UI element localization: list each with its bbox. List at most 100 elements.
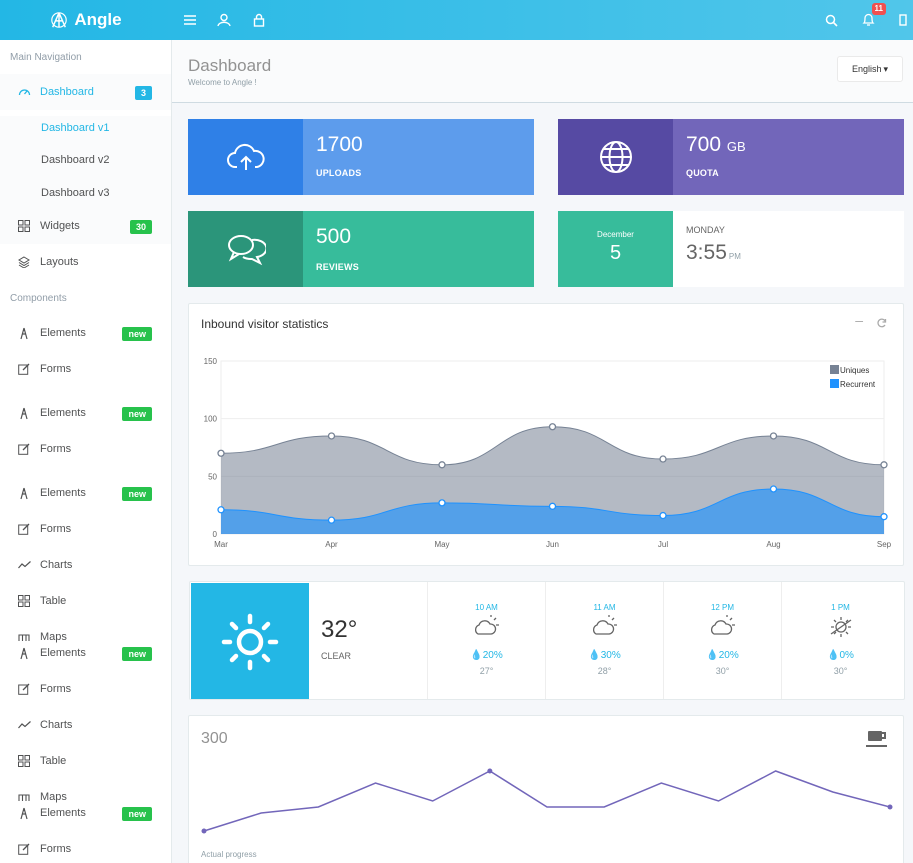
notifications-button[interactable]: 11 [858, 3, 886, 30]
search-icon[interactable] [821, 10, 841, 30]
data-point[interactable] [327, 432, 336, 440]
sidebar-item-table[interactable]: Table [0, 743, 171, 779]
pencil-compass-icon [17, 806, 31, 820]
language-label: English [851, 64, 882, 74]
main-content: Dashboard Welcome to Angle ! English ▾ 1… [172, 40, 913, 863]
sidebar-item-maps[interactable]: Maps [0, 779, 171, 815]
forecast-hour: 11 AM 💧30% 28° [545, 582, 663, 699]
y-tick-label: 50 [208, 472, 217, 481]
data-point[interactable] [438, 461, 446, 469]
lock-icon[interactable] [249, 10, 269, 30]
sidebar-item-label: Forms [40, 443, 72, 455]
sidebar-item-label: Table [40, 595, 67, 607]
sidebar-item-forms[interactable]: Forms [0, 831, 171, 863]
sidebar-item-layouts[interactable]: Layouts [0, 244, 171, 280]
uploads-value: 1700 [316, 133, 363, 156]
sidebar-item-charts[interactable]: Charts [0, 707, 171, 743]
sidebar-item-label: Maps [40, 791, 67, 803]
sidebar-item-label: Elements [40, 647, 86, 659]
sidebar-subitem-dashboard-v3[interactable]: Dashboard v3 [41, 187, 110, 199]
data-point[interactable] [769, 432, 778, 440]
forecast-temp: 30° [715, 666, 730, 676]
data-point[interactable] [217, 506, 225, 514]
sidebar-subitem-dashboard-v2[interactable]: Dashboard v2 [41, 154, 110, 166]
pencil-compass-icon [17, 326, 31, 340]
sidebar-item-label: Maps [40, 631, 67, 643]
series-area-recurrent [221, 489, 884, 534]
data-point[interactable] [217, 449, 225, 457]
sidebar-item-label: Elements [40, 487, 86, 499]
pencil-compass-icon [17, 646, 31, 660]
data-point[interactable] [327, 516, 336, 524]
offsidebar-toggle-icon[interactable] [893, 10, 913, 30]
data-point[interactable] [880, 461, 888, 469]
data-point[interactable] [769, 485, 778, 493]
uploads-label: UPLOADS [316, 168, 362, 178]
sidebar-item-label: Widgets [40, 220, 80, 232]
x-tick-label: Apr [325, 540, 338, 549]
pencil-compass-icon [17, 406, 31, 420]
sidebar-item-label: Charts [40, 719, 73, 731]
new-badge: new [122, 807, 152, 821]
x-tick-label: Jun [546, 540, 559, 549]
sidebar-item-table[interactable]: Table [0, 583, 171, 619]
sidebar-item-elements[interactable]: Elements new [0, 315, 171, 351]
sidebar-item-maps[interactable]: Maps [0, 619, 171, 655]
chart-title: Inbound visitor statistics [201, 317, 329, 331]
rain-chance: 20% [482, 650, 503, 661]
progress-point [487, 768, 493, 774]
data-point[interactable] [659, 455, 667, 463]
data-point[interactable] [438, 499, 446, 507]
partly-cloudy-icon [709, 614, 737, 640]
clock-time: 3:55 [686, 241, 727, 264]
weather-panel: 32° CLEAR 10 AM 💧20% 27° 11 AM 💧30% 28° 12 PM 💧… [189, 581, 905, 700]
sidebar-item-label: Dashboard [40, 86, 94, 98]
cloud-sun-icon [827, 614, 855, 640]
sidebar-subitem-dashboard-v1[interactable]: Dashboard v1 [41, 122, 110, 134]
menu-toggle-icon[interactable] [180, 10, 200, 30]
progress-value: 300 [201, 730, 228, 747]
legend-label: Recurrent [840, 380, 876, 389]
sidebar-item-forms[interactable]: Forms [0, 431, 171, 467]
x-tick-label: Jul [658, 540, 668, 549]
sidebar-item-dashboard[interactable]: Dashboard 3 [0, 74, 171, 110]
sidebar-item-elements[interactable]: Elements new [0, 635, 171, 671]
page-title: Dashboard [188, 56, 272, 75]
new-badge: new [122, 647, 152, 661]
reviews-value: 500 [316, 225, 352, 248]
grid-icon [17, 754, 31, 768]
data-point[interactable] [880, 513, 888, 521]
brand-logo[interactable]: Angle [0, 0, 172, 40]
sidebar-item-widgets[interactable]: Widgets 30 [0, 208, 171, 244]
reviews-widget: 500 REVIEWS [188, 211, 534, 287]
user-icon[interactable] [214, 10, 234, 30]
language-dropdown[interactable]: English ▾ [837, 56, 903, 82]
sidebar-item-charts[interactable]: Charts [0, 547, 171, 583]
sidebar-item-elements[interactable]: Elements new [0, 395, 171, 431]
sidebar-item-label: Table [40, 755, 67, 767]
content-heading: Dashboard Welcome to Angle ! English ▾ [172, 40, 913, 103]
sidebar-item-elements[interactable]: Elements new [0, 795, 171, 831]
grid-icon [17, 594, 31, 608]
line-chart-icon [17, 718, 31, 732]
progress-line [203, 770, 891, 832]
date-month: December [597, 229, 634, 239]
sidebar-item-forms[interactable]: Forms [0, 671, 171, 707]
data-point[interactable] [548, 423, 557, 431]
date-widget: December 5 MONDAY 3:55 PM [558, 211, 904, 287]
refresh-icon[interactable] [877, 317, 887, 331]
globe-icon [558, 119, 673, 195]
sidebar-item-elements[interactable]: Elements new [0, 475, 171, 511]
sidebar-item-forms[interactable]: Forms [0, 351, 171, 387]
note-edit-icon [17, 682, 31, 696]
data-point[interactable] [659, 511, 667, 520]
legend-swatch [830, 379, 839, 388]
sidebar-item-label: Forms [40, 363, 72, 375]
new-badge: new [122, 407, 152, 421]
sidebar-item-forms[interactable]: Forms [0, 511, 171, 547]
collapse-icon[interactable]: – [855, 312, 863, 328]
x-tick-label: May [434, 540, 449, 549]
y-tick-label: 150 [204, 357, 218, 366]
data-point[interactable] [548, 502, 557, 510]
sidebar-item-label: Elements [40, 807, 86, 819]
